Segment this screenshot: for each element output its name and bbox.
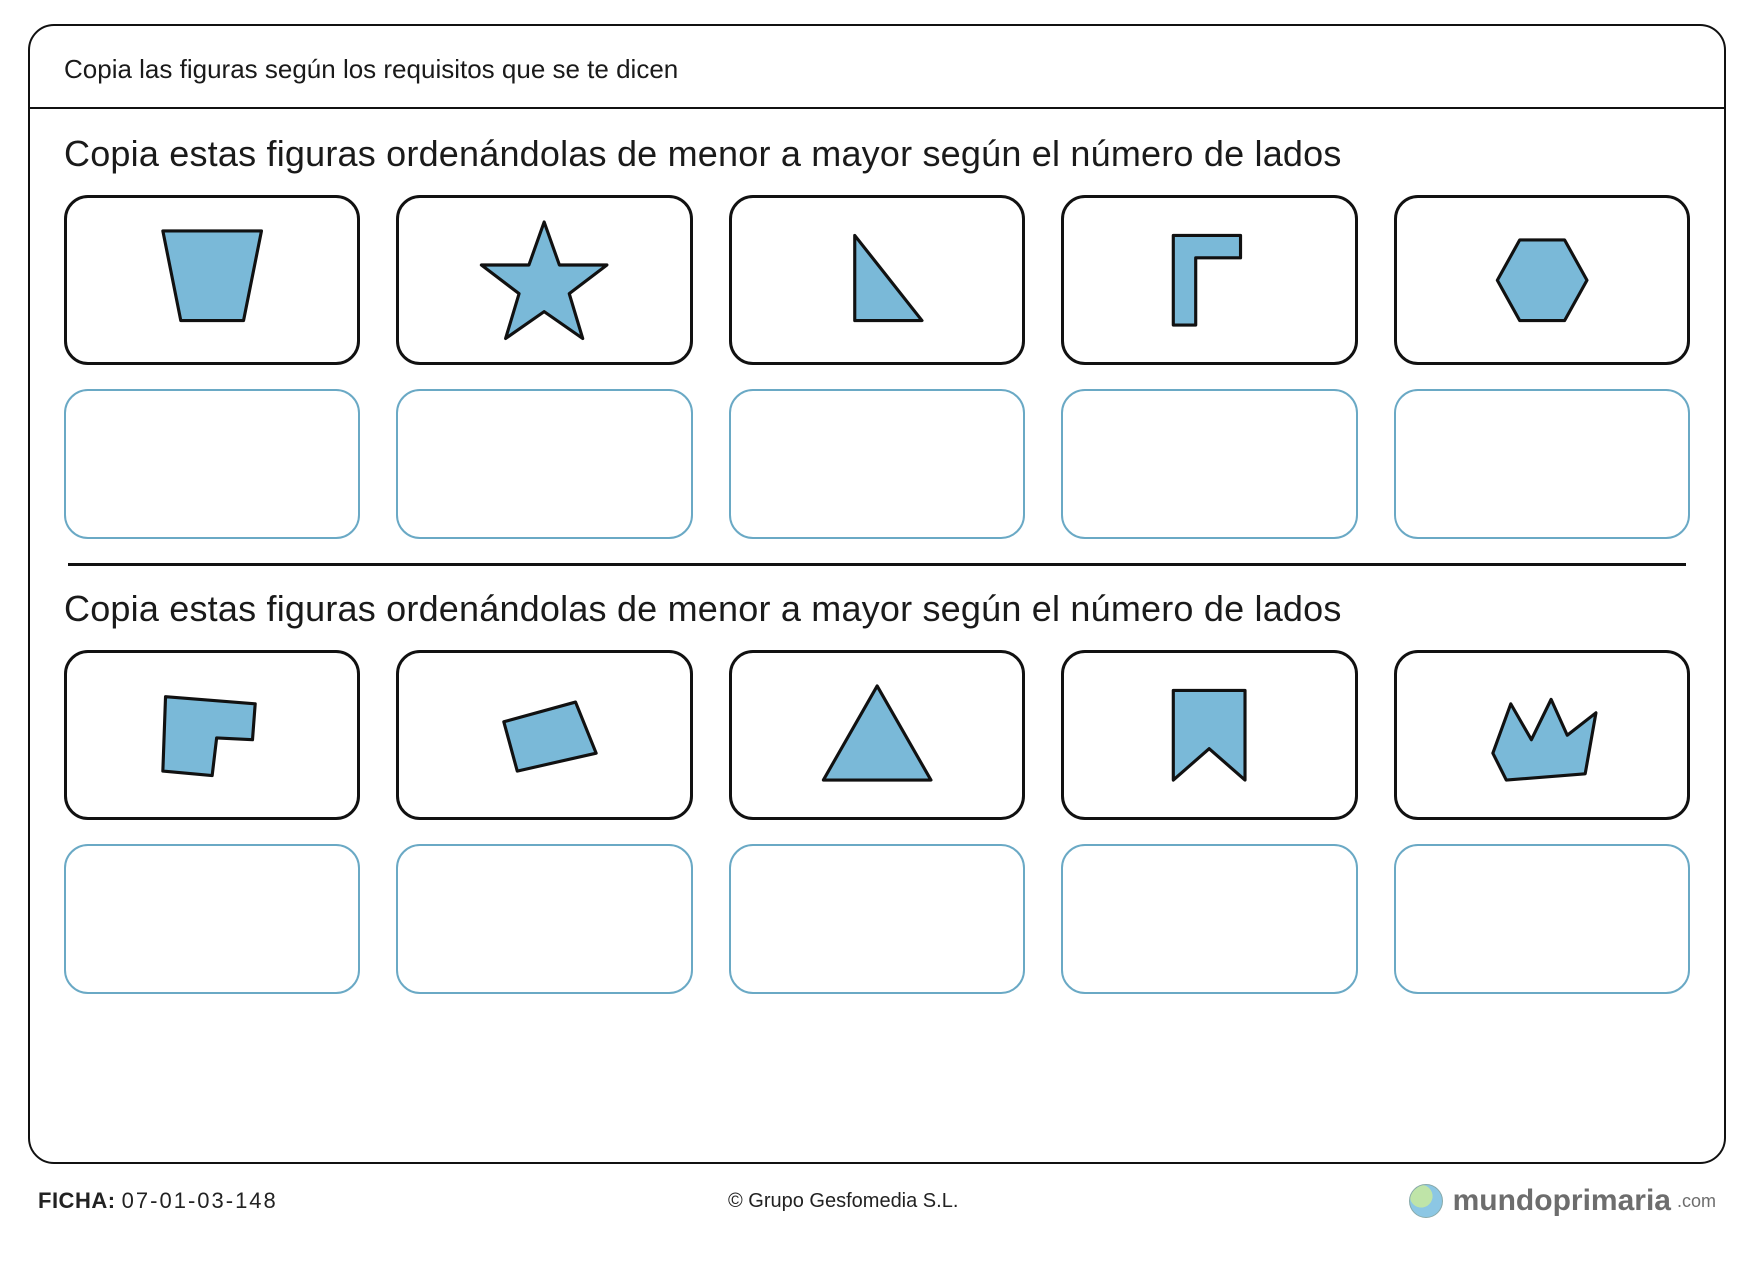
answer-cell[interactable] <box>396 844 692 994</box>
answer-cell[interactable] <box>64 389 360 539</box>
irregular_hexagon-icon <box>96 668 328 802</box>
trapezoid-icon <box>96 213 328 347</box>
section1-answer-row <box>64 389 1690 539</box>
lshape-icon <box>1093 213 1325 347</box>
brand-logo: mundoprimaria .com <box>1409 1184 1716 1218</box>
shape-cell-triangle <box>729 650 1025 820</box>
brand-suffix: .com <box>1677 1191 1716 1212</box>
globe-icon <box>1409 1184 1443 1218</box>
banner_pentagon-icon <box>1093 668 1325 802</box>
shape-cell-star5 <box>396 195 692 365</box>
brand-name: mundoprimaria <box>1453 1184 1671 1218</box>
hexagon-icon <box>1426 213 1658 347</box>
answer-cell[interactable] <box>1394 389 1690 539</box>
shape-cell-banner_pentagon <box>1061 650 1357 820</box>
section2-shape-row <box>64 650 1690 820</box>
right_triangle-icon <box>761 213 993 347</box>
shape-cell-right_triangle <box>729 195 1025 365</box>
section1-shape-row <box>64 195 1690 365</box>
copyright: © Grupo Gesfomedia S.L. <box>278 1190 1409 1213</box>
answer-cell[interactable] <box>64 844 360 994</box>
crown-icon <box>1426 668 1658 802</box>
triangle-icon <box>761 668 993 802</box>
answer-cell[interactable] <box>729 389 1025 539</box>
section-divider <box>68 563 1686 566</box>
worksheet-content: Copia estas figuras ordenándolas de meno… <box>30 109 1724 1028</box>
quadrilateral-icon <box>428 668 660 802</box>
shape-cell-hexagon <box>1394 195 1690 365</box>
ficha-label: FICHA: 07-01-03-148 <box>38 1188 278 1214</box>
shape-cell-irregular_hexagon <box>64 650 360 820</box>
worksheet-card: Copia las figuras según los requisitos q… <box>28 24 1726 1164</box>
shape-cell-quadrilateral <box>396 650 692 820</box>
answer-cell[interactable] <box>1061 844 1357 994</box>
shape-cell-lshape <box>1061 195 1357 365</box>
section2-title: Copia estas figuras ordenándolas de meno… <box>64 588 1690 630</box>
section2-answer-row <box>64 844 1690 994</box>
shape-cell-crown <box>1394 650 1690 820</box>
shape-cell-trapezoid <box>64 195 360 365</box>
section1-title: Copia estas figuras ordenándolas de meno… <box>64 133 1690 175</box>
answer-cell[interactable] <box>396 389 692 539</box>
star5-icon <box>428 213 660 347</box>
footer: FICHA: 07-01-03-148 © Grupo Gesfomedia S… <box>38 1184 1716 1218</box>
answer-cell[interactable] <box>1394 844 1690 994</box>
answer-cell[interactable] <box>729 844 1025 994</box>
answer-cell[interactable] <box>1061 389 1357 539</box>
header-instruction: Copia las figuras según los requisitos q… <box>30 26 1724 107</box>
